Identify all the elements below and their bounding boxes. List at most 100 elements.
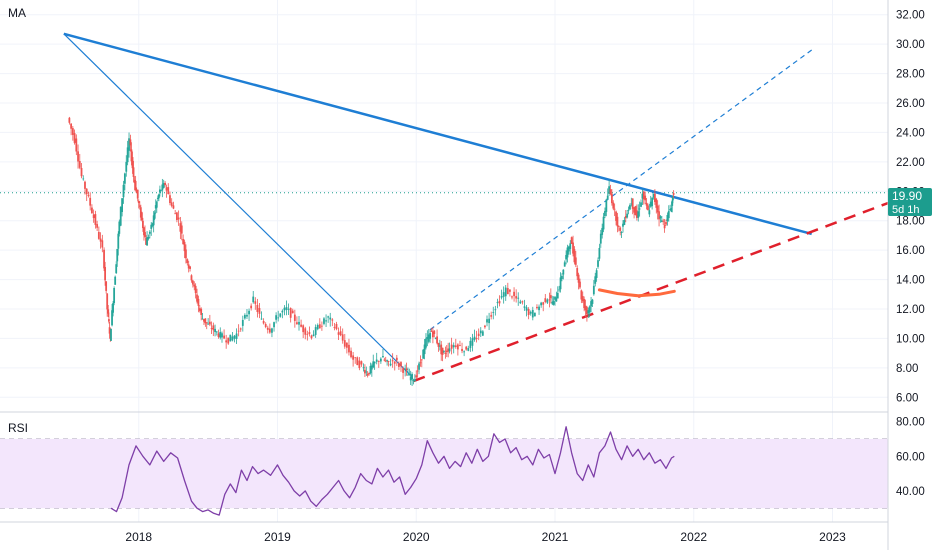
candle-body bbox=[649, 201, 652, 207]
drawing-layer bbox=[63, 32, 889, 383]
candle-body bbox=[427, 334, 430, 342]
candle-body bbox=[411, 374, 413, 380]
candle-body bbox=[670, 208, 673, 212]
candle-body bbox=[422, 349, 425, 359]
candle-body bbox=[617, 226, 620, 227]
candle-body bbox=[201, 318, 204, 320]
candle-body bbox=[84, 181, 86, 189]
candle-body bbox=[97, 232, 100, 239]
candle-body bbox=[203, 318, 205, 322]
price-tick-label: 22.00 bbox=[896, 157, 925, 169]
candle-body bbox=[531, 309, 534, 318]
candle-body bbox=[408, 373, 411, 376]
candle-body bbox=[581, 296, 584, 302]
candle-body bbox=[82, 178, 85, 180]
candle-body bbox=[609, 189, 612, 195]
candle-body bbox=[492, 312, 495, 313]
candle-body bbox=[454, 345, 457, 348]
candle-body bbox=[291, 310, 294, 314]
candle-body bbox=[370, 365, 373, 370]
candle-body bbox=[159, 189, 161, 193]
time-tick-label: 2022 bbox=[680, 530, 707, 544]
candle-body bbox=[369, 365, 372, 374]
candle-body bbox=[400, 362, 402, 367]
candle-body bbox=[189, 266, 191, 269]
candle-body bbox=[546, 299, 549, 303]
candle-body bbox=[429, 333, 432, 339]
candle-body bbox=[576, 268, 579, 277]
candle-body bbox=[672, 193, 675, 195]
candle-body bbox=[602, 216, 605, 230]
candle-body bbox=[293, 314, 296, 321]
price-tick-label: 14.00 bbox=[896, 275, 925, 287]
candle-body bbox=[125, 161, 128, 172]
candle-body bbox=[151, 223, 154, 226]
candle-body bbox=[536, 306, 538, 309]
candle-body bbox=[279, 313, 282, 317]
candle-body bbox=[214, 328, 216, 333]
candle-body bbox=[70, 123, 73, 129]
candle-body bbox=[373, 361, 376, 364]
price-tick-label: 24.00 bbox=[896, 127, 925, 139]
candle-body bbox=[129, 139, 132, 146]
candle-body bbox=[647, 205, 649, 211]
candle-body bbox=[187, 264, 190, 269]
candle-body bbox=[473, 336, 476, 340]
time-tick-label: 2021 bbox=[542, 530, 569, 544]
candle-body bbox=[116, 248, 119, 262]
candle-body bbox=[577, 274, 580, 283]
candle-body bbox=[450, 344, 453, 349]
candle-body bbox=[642, 191, 645, 200]
candle-body bbox=[494, 309, 497, 311]
candle-body bbox=[382, 356, 384, 358]
candle-body bbox=[481, 331, 484, 336]
rsi-label: RSI bbox=[8, 421, 28, 435]
candle-body bbox=[197, 298, 200, 306]
candle-body bbox=[89, 197, 92, 206]
candle-body bbox=[254, 301, 257, 304]
candle-body bbox=[92, 214, 95, 219]
price-tick-label: 30.00 bbox=[896, 39, 925, 51]
rsi-layer bbox=[110, 426, 675, 516]
candle-body bbox=[68, 117, 71, 123]
candle-body bbox=[586, 307, 588, 315]
candle-body bbox=[386, 360, 389, 362]
candle-body bbox=[383, 359, 386, 361]
price-tick-label: 16.00 bbox=[896, 245, 925, 257]
candle-body bbox=[440, 344, 443, 355]
candle-body bbox=[186, 259, 189, 264]
price-tag-value: 19.90 bbox=[892, 189, 922, 203]
candle-body bbox=[161, 184, 164, 191]
candle-body bbox=[654, 193, 656, 202]
candle-body bbox=[80, 167, 83, 177]
candle-body bbox=[337, 332, 340, 335]
candle-body bbox=[321, 325, 323, 327]
candle-body bbox=[598, 247, 601, 259]
candle-body bbox=[488, 318, 490, 324]
candle-body bbox=[477, 333, 480, 337]
candle-body bbox=[573, 249, 576, 263]
price-tick-label: 18.00 bbox=[896, 216, 925, 228]
candle-body bbox=[395, 357, 398, 361]
candle-body bbox=[504, 287, 507, 297]
candle-body bbox=[156, 197, 159, 199]
candle-body bbox=[540, 302, 543, 306]
candle-body bbox=[71, 128, 74, 135]
candle-body bbox=[619, 227, 622, 231]
price-tick-label: 26.00 bbox=[896, 98, 925, 110]
price-tag-countdown: 5d 1h bbox=[892, 204, 920, 216]
candle-body bbox=[75, 138, 78, 152]
candle-body bbox=[542, 302, 545, 305]
candle-body bbox=[613, 208, 616, 210]
candle-body bbox=[304, 328, 307, 335]
candle-body bbox=[142, 220, 144, 229]
time-tick-label: 2019 bbox=[264, 530, 291, 544]
candle-body bbox=[237, 330, 240, 332]
candle-body bbox=[588, 306, 591, 313]
steep-downtrend-line bbox=[63, 33, 413, 378]
candle-body bbox=[434, 338, 437, 339]
candle-body bbox=[223, 335, 225, 339]
candle-body bbox=[377, 361, 380, 362]
candle-body bbox=[128, 138, 130, 151]
